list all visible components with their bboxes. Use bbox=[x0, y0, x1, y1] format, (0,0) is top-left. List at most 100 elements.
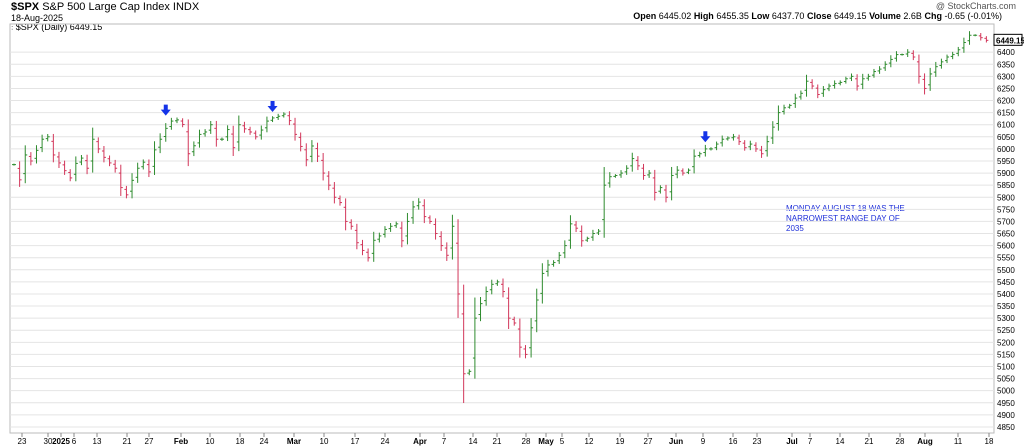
ohlc-bar bbox=[135, 162, 140, 183]
x-tick-label: Feb bbox=[174, 437, 188, 446]
ohlc-bar bbox=[860, 73, 865, 90]
ohlc-bar bbox=[411, 200, 416, 224]
ohlc-bar bbox=[180, 118, 185, 128]
ohlc-bar bbox=[855, 74, 860, 91]
ohlc-bar bbox=[905, 49, 910, 58]
ohlc-bar bbox=[647, 170, 652, 178]
y-tick-label: 6250 bbox=[997, 84, 1015, 93]
x-tick-label: 27 bbox=[644, 437, 653, 446]
ohlc-bar bbox=[315, 142, 320, 162]
ohlc-bar bbox=[96, 137, 101, 154]
ohlc-bar bbox=[124, 185, 129, 199]
y-tick-label: 4900 bbox=[997, 411, 1015, 420]
ohlc-bar bbox=[765, 135, 770, 157]
ohlc-bar bbox=[264, 116, 269, 133]
x-tick-label: Mar bbox=[287, 437, 301, 446]
x-tick-label: 23 bbox=[753, 437, 762, 446]
ohlc-bar bbox=[422, 199, 427, 224]
ohlc-bar bbox=[208, 120, 213, 134]
ohlc-bar bbox=[34, 145, 39, 164]
ohlc-bar bbox=[253, 130, 258, 140]
x-tick-label: 10 bbox=[206, 437, 215, 446]
x-tick-label: 23 bbox=[18, 437, 27, 446]
x-tick-label: 27 bbox=[145, 437, 154, 446]
ohlc-bar bbox=[624, 165, 629, 175]
ohlc-bar bbox=[900, 53, 905, 56]
y-tick-label: 5100 bbox=[997, 363, 1015, 372]
x-tick-label: Apr bbox=[413, 437, 427, 446]
ohlc-bar bbox=[236, 115, 241, 152]
ohlc-bar bbox=[945, 54, 950, 64]
ohlc-bar bbox=[725, 136, 730, 141]
x-tick-label: 21 bbox=[493, 437, 502, 446]
x-tick-label: Aug bbox=[917, 437, 933, 446]
ohlc-bar bbox=[911, 50, 916, 61]
x-tick-label: 5 bbox=[560, 437, 565, 446]
y-tick-label: 5650 bbox=[997, 230, 1015, 239]
y-tick-label: 5300 bbox=[997, 314, 1015, 323]
ohlc-bar bbox=[680, 168, 685, 176]
ohlc-bar bbox=[933, 61, 938, 77]
low-label: Low bbox=[751, 11, 770, 21]
ohlc-bar bbox=[85, 154, 90, 175]
ohlc-bar bbox=[433, 218, 438, 240]
ohlc-bar bbox=[281, 112, 286, 118]
ohlc-bar bbox=[141, 159, 146, 170]
grid bbox=[9, 23, 995, 434]
ohlc-bar bbox=[338, 195, 342, 206]
y-tick-label: 5400 bbox=[997, 290, 1015, 299]
ohlc-bar bbox=[354, 223, 359, 250]
ohlc-bar bbox=[776, 105, 781, 131]
ohlc-bar bbox=[489, 279, 494, 295]
ohlc-bar bbox=[619, 170, 624, 178]
ohlc-bar bbox=[113, 159, 118, 173]
x-tick-label: 9 bbox=[701, 437, 706, 446]
y-tick-label: 5000 bbox=[997, 387, 1015, 396]
ohlc-bar bbox=[888, 55, 893, 68]
price-bars bbox=[12, 31, 989, 404]
x-tick-label: 7 bbox=[442, 437, 447, 446]
ohlc-bar bbox=[146, 159, 151, 178]
x-tick-label: 7 bbox=[808, 437, 813, 446]
ohlc-bar bbox=[545, 259, 550, 277]
ohlc-bar bbox=[737, 134, 742, 145]
ohlc-bar bbox=[877, 66, 882, 74]
ohlc-bar bbox=[219, 137, 224, 141]
ohlc-bar bbox=[534, 288, 539, 333]
x-tick-label: 16 bbox=[729, 437, 738, 446]
ohlc-bar bbox=[686, 168, 691, 175]
ohlc-bar bbox=[916, 54, 921, 84]
arrow-down-icon bbox=[267, 101, 278, 112]
low-value: 6437.70 bbox=[771, 11, 805, 21]
ohlc-readout: Open 6445.02 High 6455.35 Low 6437.70 Cl… bbox=[633, 11, 1002, 22]
ohlc-bar bbox=[978, 33, 983, 41]
ohlc-bar bbox=[444, 242, 449, 261]
ohlc-bar bbox=[377, 232, 382, 243]
last-price-box bbox=[993, 33, 1023, 46]
y-tick-label: 5950 bbox=[997, 157, 1015, 166]
y-tick-label: 6150 bbox=[997, 109, 1015, 118]
x-tick-label: May bbox=[538, 437, 554, 446]
chart-annotation: MONDAY AUGUST 18 WAS THE NARROWEST RANGE… bbox=[786, 204, 905, 233]
y-tick-label: 5800 bbox=[997, 193, 1015, 202]
ohlc-bar bbox=[242, 121, 247, 133]
x-tick-label: 28 bbox=[522, 437, 531, 446]
ohlc-bar bbox=[770, 121, 775, 144]
last-price-tag: 6449.15 bbox=[993, 33, 1024, 46]
ohlc-bar bbox=[871, 68, 876, 78]
ohlc-bar bbox=[62, 160, 67, 175]
ohlc-bar bbox=[276, 113, 281, 120]
ohlc-bar bbox=[416, 198, 421, 210]
x-tick-label: 11 bbox=[954, 437, 963, 446]
y-tick-label: 5700 bbox=[997, 217, 1015, 226]
ohlc-bar bbox=[557, 252, 562, 264]
y-tick-label: 5450 bbox=[997, 278, 1015, 287]
ohlc-bar bbox=[793, 93, 798, 108]
ohlc-bar bbox=[652, 169, 657, 201]
y-tick-label: 5550 bbox=[997, 254, 1015, 263]
ohlc-bar bbox=[669, 166, 674, 201]
ohlc-bar bbox=[158, 133, 163, 154]
ohlc-bar bbox=[163, 123, 168, 142]
ohlc-bar bbox=[973, 34, 978, 37]
y-tick-label: 6050 bbox=[997, 133, 1015, 142]
